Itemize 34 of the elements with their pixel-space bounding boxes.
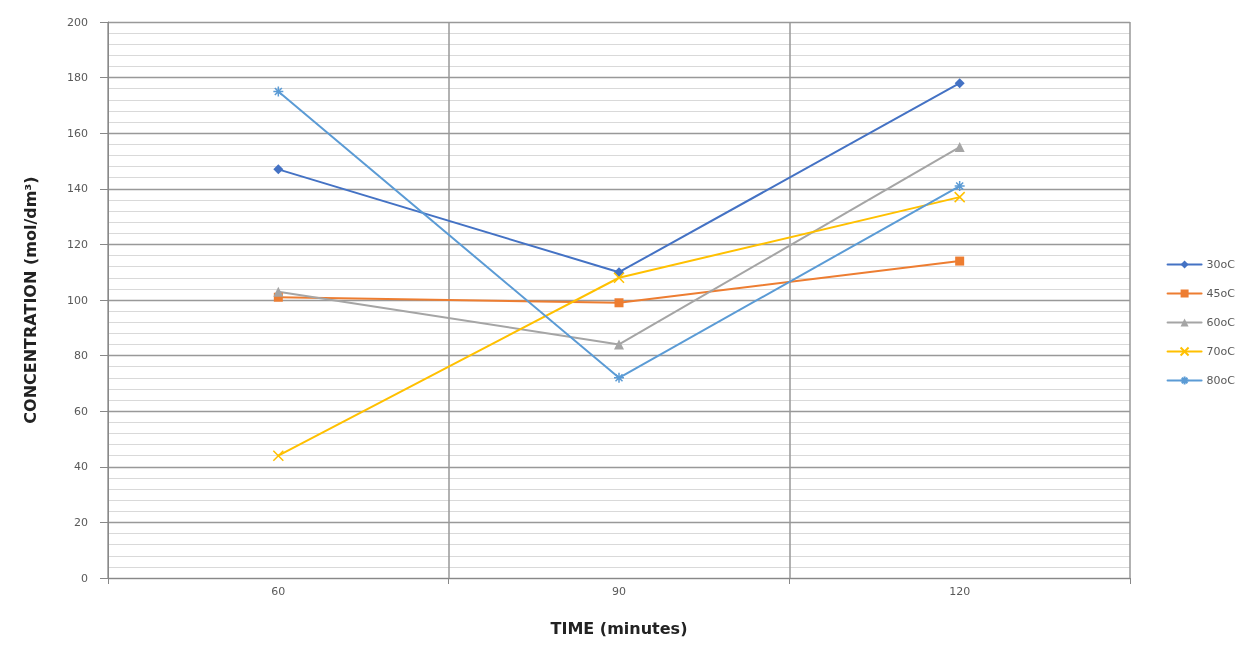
y-tick-label: 20 bbox=[74, 515, 88, 529]
x-tick-label: 60 bbox=[271, 585, 286, 598]
point bbox=[954, 142, 965, 153]
legend-label: 70oC bbox=[1206, 345, 1236, 358]
legend-label: 60oC bbox=[1206, 316, 1236, 329]
point bbox=[954, 78, 965, 89]
y-tick-label: 0 bbox=[81, 571, 88, 585]
x-axis-title: TIME (minutes) bbox=[550, 618, 688, 638]
y-axis-title: CONCENTRATION (mol/dm³) bbox=[20, 176, 40, 424]
point bbox=[273, 164, 284, 175]
y-tick-label: 180 bbox=[67, 71, 88, 85]
x-tick-label: 90 bbox=[612, 585, 626, 598]
point bbox=[953, 180, 966, 192]
point bbox=[955, 256, 965, 266]
point bbox=[613, 272, 625, 284]
y-tick-label: 120 bbox=[67, 237, 88, 251]
y-tick-label: 200 bbox=[67, 15, 88, 29]
y-tick-label: 40 bbox=[74, 460, 88, 474]
x-tick-label: 120 bbox=[949, 585, 971, 598]
legend-label: 80oC bbox=[1206, 374, 1236, 387]
point bbox=[614, 298, 624, 308]
point bbox=[272, 449, 285, 462]
point bbox=[614, 339, 624, 350]
y-tick-label: 160 bbox=[67, 126, 88, 140]
y-tick-label: 100 bbox=[67, 293, 88, 307]
point bbox=[273, 286, 284, 297]
legend-label: 45oC bbox=[1206, 287, 1236, 300]
y-tick-label: 60 bbox=[74, 404, 88, 418]
legend-label: 30oC bbox=[1206, 258, 1236, 271]
point bbox=[953, 191, 966, 203]
y-tick-label: 80 bbox=[74, 349, 88, 363]
point bbox=[613, 372, 625, 384]
y-tick-label: 140 bbox=[67, 182, 88, 196]
point bbox=[272, 85, 285, 98]
